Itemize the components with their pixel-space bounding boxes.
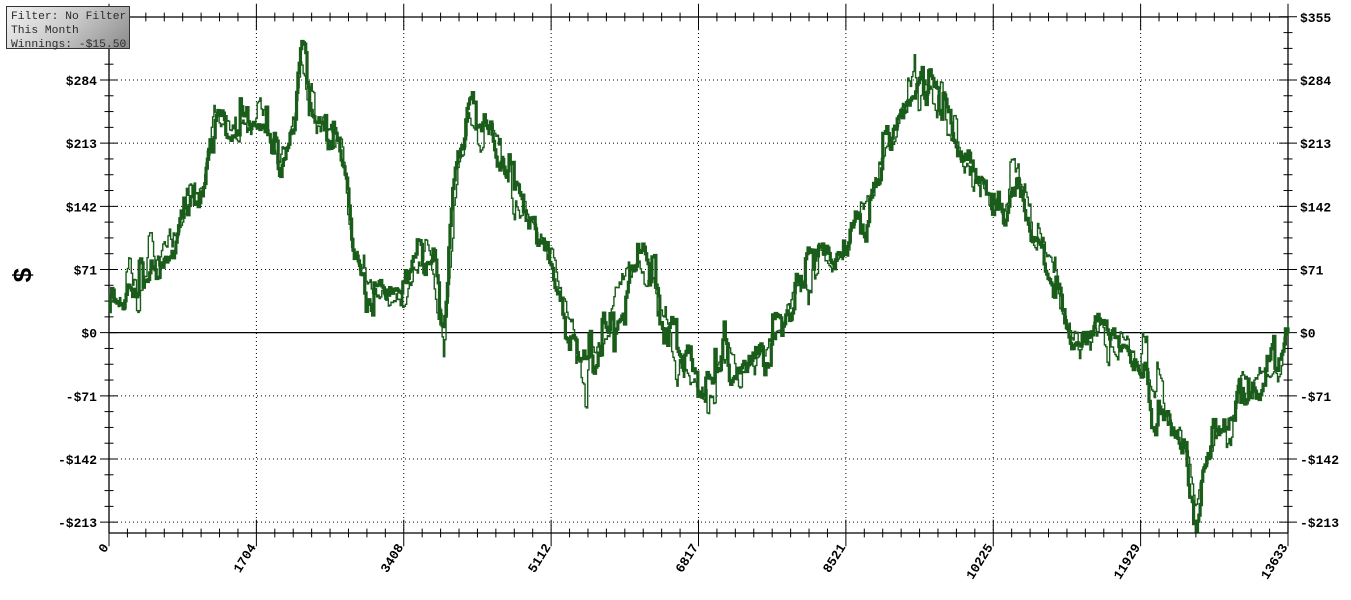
svg-text:$284: $284 xyxy=(66,74,97,89)
svg-text:-$142: -$142 xyxy=(58,453,97,468)
svg-text:$: $ xyxy=(9,267,39,283)
svg-text:$213: $213 xyxy=(66,137,97,152)
svg-text:-$71: -$71 xyxy=(66,390,97,405)
svg-text:$213: $213 xyxy=(1300,137,1331,152)
svg-text:-$142: -$142 xyxy=(1300,453,1339,468)
svg-text:$0: $0 xyxy=(81,327,97,342)
svg-text:-$213: -$213 xyxy=(1300,516,1339,531)
svg-text:$284: $284 xyxy=(1300,74,1331,89)
svg-text:$142: $142 xyxy=(66,200,97,215)
svg-text:$0: $0 xyxy=(1300,327,1316,342)
svg-text:$71: $71 xyxy=(1300,263,1324,278)
svg-text:$142: $142 xyxy=(1300,200,1331,215)
svg-text:-$213: -$213 xyxy=(58,516,97,531)
svg-text:$71: $71 xyxy=(74,263,98,278)
svg-text:$355: $355 xyxy=(1300,11,1331,26)
svg-text:-$71: -$71 xyxy=(1300,390,1331,405)
